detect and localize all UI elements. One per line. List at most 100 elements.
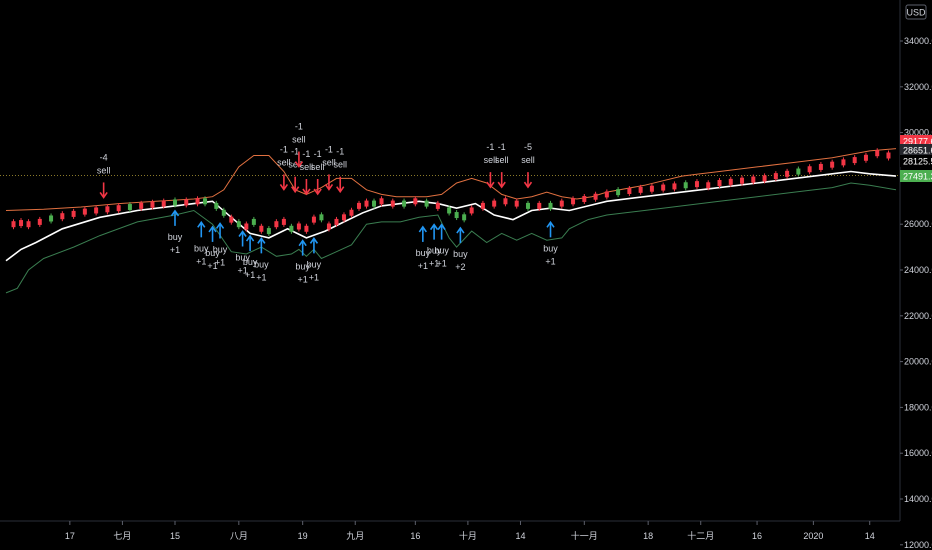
candle [251, 218, 256, 225]
buy-signal: buy +1 [434, 223, 449, 269]
buy-label: buy [235, 252, 250, 262]
candle [105, 206, 110, 213]
sell-label: sell [292, 135, 306, 145]
candle [274, 221, 279, 228]
candle [728, 178, 733, 185]
candle [672, 183, 677, 190]
candle [537, 202, 542, 209]
candle [229, 216, 234, 223]
candle [503, 198, 508, 205]
time-axis[interactable]: 17 七月 15 八月 19 九月 16 十月 14 十一月 18 十二月 16 2020 14 [65, 521, 875, 541]
sell-label: sell [300, 162, 314, 172]
time-tick-label: 十一月 [571, 530, 598, 541]
candle [841, 159, 846, 166]
price-tags: 29177.628651.628125.5 27491.3 [900, 135, 932, 182]
time-tick-label: 16 [752, 531, 762, 541]
sell-label: -1 [280, 144, 288, 154]
buy-signal: buy +2 [453, 226, 468, 272]
price-tag: 27491.3 [900, 170, 932, 182]
candle [127, 204, 132, 211]
candle [26, 221, 31, 228]
candle [184, 199, 189, 206]
trade-signals: -4sell-1sell-1sell-1sell-1sell-1sell-1se… [97, 122, 558, 285]
candle [236, 221, 241, 228]
buy-label: +1 [298, 275, 308, 285]
sell-signal: -1 sell [322, 144, 336, 191]
candle [751, 176, 756, 183]
buy-signal: buy +1 [168, 209, 183, 255]
buy-label: buy [427, 246, 442, 256]
candle [214, 202, 219, 209]
sell-label: sell [322, 157, 336, 167]
sell-label: -1 [314, 149, 322, 159]
buy-label: buy [295, 262, 310, 272]
buy-label: +1 [245, 270, 255, 280]
candle [649, 185, 654, 192]
time-tick-label: 18 [643, 531, 653, 541]
candle [289, 225, 294, 232]
buy-label: buy [307, 259, 322, 269]
candle [356, 202, 361, 209]
sell-signal: -1 sell [311, 149, 325, 196]
candle [852, 157, 857, 164]
sell-label: -1 [291, 147, 299, 157]
time-tick-label: 九月 [346, 531, 364, 541]
price-tag-label: 28125.5 [903, 157, 932, 167]
price-tag: 28125.5 [900, 155, 932, 167]
candle [311, 216, 316, 223]
price-tick-label: 32000.0 [904, 82, 932, 92]
buy-signal: buy +1 [416, 225, 431, 271]
candle [717, 179, 722, 186]
buy-label: buy [543, 243, 558, 253]
candle [818, 163, 823, 170]
buy-label: +1 [196, 256, 206, 266]
sell-label: sell [97, 165, 111, 175]
sell-label: sell [495, 155, 509, 165]
buy-signal: buy +1 [427, 223, 442, 269]
buy-signal: buy +1 [213, 222, 228, 267]
time-tick-label: 15 [170, 531, 180, 541]
candle [390, 200, 395, 207]
sell-label: sell [277, 157, 291, 167]
candle [296, 223, 301, 230]
buy-label: buy [243, 257, 258, 267]
candle [259, 225, 264, 232]
price-tag-label: 27491.3 [903, 172, 932, 182]
sell-signal: -1 sell [288, 147, 302, 194]
candle [525, 202, 530, 209]
price-tick-label: 16000.0 [904, 448, 932, 458]
candle [364, 200, 369, 207]
price-tick-label: 22000.0 [904, 311, 932, 321]
buy-signal: buy +1 [295, 239, 310, 285]
price-tick-label: 30000.0 [904, 128, 932, 138]
candle [281, 218, 286, 225]
candle [462, 214, 467, 221]
currency-button[interactable]: USD [905, 4, 927, 20]
candle [244, 223, 249, 230]
candles [11, 148, 891, 237]
candle [492, 200, 497, 207]
candle [379, 198, 384, 205]
candle [480, 202, 485, 209]
candle [37, 218, 42, 225]
candle [195, 198, 200, 205]
time-tick-label: 八月 [230, 531, 248, 541]
candle [863, 154, 868, 161]
buy-label: +1 [237, 265, 247, 275]
sell-signal: -1 sell [495, 142, 509, 189]
candle [172, 199, 177, 206]
candle [139, 202, 144, 209]
candle [661, 184, 666, 191]
candle [762, 175, 767, 182]
buy-signal: buy +1 [194, 220, 209, 266]
sell-label: sell [521, 155, 535, 165]
sell-label: sell [311, 162, 325, 172]
buy-signal: buy +1 [307, 236, 322, 282]
candle [413, 198, 418, 205]
candle [694, 181, 699, 188]
price-tick-label: 24000.0 [904, 265, 932, 275]
buy-label: buy [254, 259, 269, 269]
price-tick-label: 18000.0 [904, 402, 932, 412]
candle [11, 221, 16, 228]
